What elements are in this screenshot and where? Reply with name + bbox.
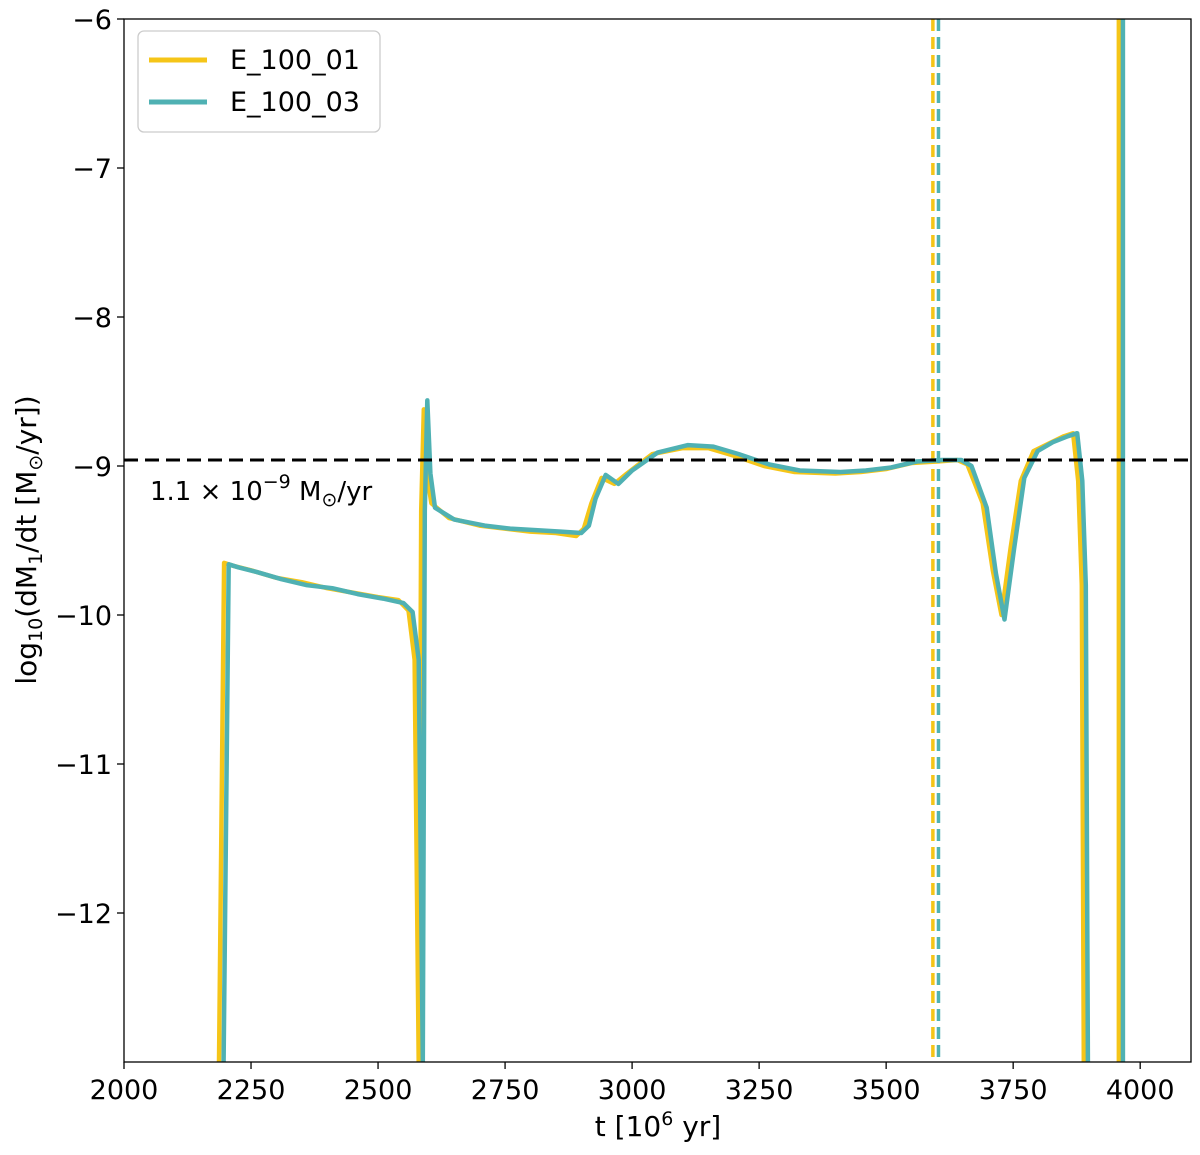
y-tick-label: −10 — [55, 601, 112, 632]
y-tick-label: −12 — [55, 899, 112, 930]
x-tick-label: 3750 — [979, 1075, 1048, 1106]
data-layer — [124, 19, 1191, 1062]
annotation-exponent: −9 — [263, 471, 291, 493]
x-tick-label: 3000 — [598, 1075, 667, 1106]
series-line-e-100-03 — [221, 398, 1091, 1062]
y-tick-label: −9 — [72, 452, 112, 483]
legend-box — [137, 30, 381, 133]
x-tick-label: 4000 — [1106, 1075, 1175, 1106]
legend: E_100_01 E_100_03 — [137, 30, 381, 133]
annotation-unit-tail: /yr — [337, 477, 372, 507]
x-axis-ticks: 2000 2250 2500 2750 3000 3250 3500 3750 4000 — [90, 1062, 1175, 1106]
y-tick-label: −11 — [55, 750, 112, 781]
x-tick-label: 2750 — [471, 1075, 540, 1106]
y-tick-label: −6 — [72, 5, 112, 36]
annotation-unit-sub: ⊙ — [321, 489, 337, 511]
annotation-label: 1.1 × 10−9 M⊙/yr — [150, 471, 373, 511]
x-tick-label: 2250 — [217, 1075, 286, 1106]
x-tick-label: 3500 — [852, 1075, 921, 1106]
y-tick-label: −7 — [72, 154, 112, 185]
x-tick-label: 2000 — [90, 1075, 159, 1106]
plot-frame — [123, 18, 1192, 1063]
x-tick-label: 3250 — [725, 1075, 794, 1106]
x-axis-label: t [106 yr] — [595, 1108, 721, 1143]
legend-label-e-100-03: E_100_03 — [230, 87, 360, 118]
annotation-unit: M — [291, 477, 322, 507]
y-axis-ticks: −6 −7 −8 −9 −10 −11 −12 — [55, 5, 124, 930]
x-tick-label: 2500 — [344, 1075, 413, 1106]
legend-label-e-100-01: E_100_01 — [230, 45, 360, 76]
annotation-base: 1.1 × 10 — [150, 477, 263, 507]
plot-area — [124, 19, 1191, 1062]
y-tick-label: −8 — [72, 303, 112, 334]
y-axis-label: log10(dM1/dt [M⊙/yr]) — [10, 395, 47, 684]
